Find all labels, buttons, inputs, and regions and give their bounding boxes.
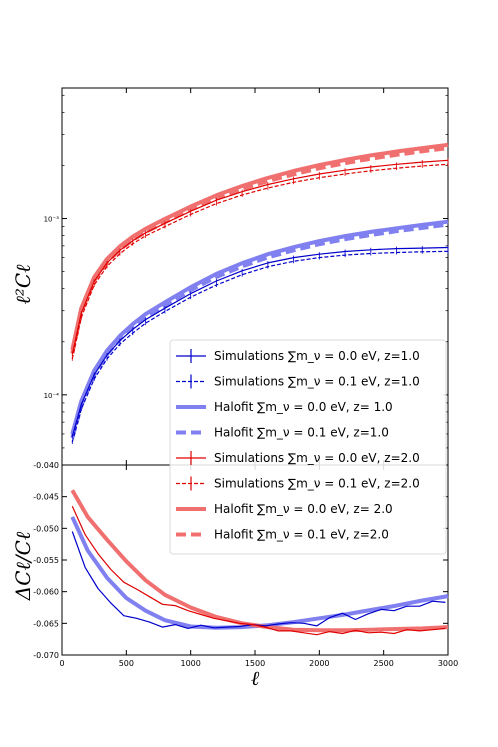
top-series-line-6 <box>70 142 449 351</box>
bottom-series-line-1 <box>70 516 449 630</box>
bottom-x-tick-label: 1500 <box>245 659 265 668</box>
legend-box <box>169 339 447 555</box>
bottom-x-tick-label: 2500 <box>373 659 393 668</box>
bottom-x-tick-label: 500 <box>119 659 134 668</box>
legend-label-4: Simulations ∑m_ν = 0.0 eV, z=2.0 <box>214 451 420 465</box>
top-series-line-2 <box>70 219 449 435</box>
bottom-x-tick-label: 2000 <box>309 659 329 668</box>
legend-label-2: Halofit ∑m_ν = 0.0 eV, z= 1.0 <box>214 400 393 414</box>
bottom-x-tick-label: 0 <box>59 659 64 668</box>
legend: Simulations ∑m_ν = 0.0 eV, z=1.0 Simulati… <box>169 339 447 555</box>
legend-label-0: Simulations ∑m_ν = 0.0 eV, z=1.0 <box>214 349 420 363</box>
top-panel: 10⁻⁴ 10⁻³ ℓ²Cℓ <box>11 87 449 466</box>
top-y-axis-label: ℓ²Cℓ <box>11 264 35 305</box>
bottom-y-tick-label: -0.050 <box>33 524 59 533</box>
bottom-x-tick-label: 1000 <box>180 659 200 668</box>
bottom-y-tick-label: -0.040 <box>33 461 59 470</box>
bottom-y-axis-label: ΔCℓ/Cℓ <box>11 531 35 601</box>
legend-label-5: Simulations ∑m_ν = 0.1 eV, z=2.0 <box>214 477 420 491</box>
legend-label-7: Halofit ∑m_ν = 0.1 eV, z=2.0 <box>214 528 389 542</box>
bottom-y-tick-label: -0.060 <box>33 588 59 597</box>
bottom-y-tick-label: -0.045 <box>33 493 59 502</box>
top-y-tick-label: 10⁻⁴ <box>44 392 60 400</box>
legend-label-3: Halofit ∑m_ν = 0.1 eV, z=1.0 <box>214 426 389 440</box>
bottom-x-tick-label: 3000 <box>438 659 458 668</box>
top-y-tick-label: 10⁻³ <box>44 216 60 224</box>
bottom-y-tick-label: -0.070 <box>33 651 59 660</box>
bottom-series-line-2 <box>71 505 446 636</box>
legend-label-6: Halofit ∑m_ν = 0.0 eV, z= 2.0 <box>214 502 393 516</box>
bottom-y-tick-label: -0.055 <box>33 556 59 565</box>
legend-label-1: Simulations ∑m_ν = 0.1 eV, z=1.0 <box>214 375 420 389</box>
bottom-y-tick-label: -0.065 <box>33 619 59 628</box>
bottom-x-axis-label: ℓ <box>251 666 260 690</box>
